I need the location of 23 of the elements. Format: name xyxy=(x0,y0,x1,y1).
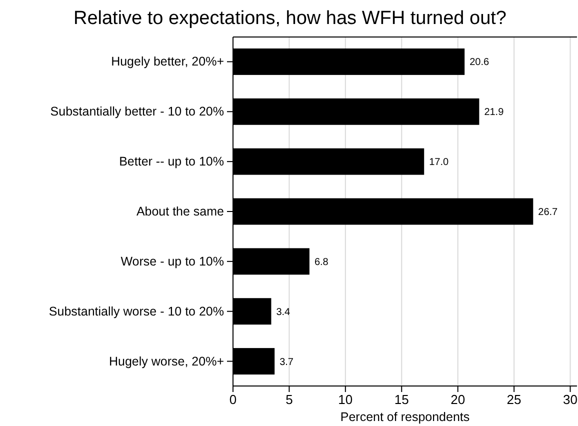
data-label: 26.7 xyxy=(538,207,558,218)
x-tick-label: 20 xyxy=(450,392,466,408)
x-axis-title: Percent of respondents xyxy=(340,410,470,424)
data-label: 17.0 xyxy=(429,157,450,168)
y-tick-label: Substantially worse - 10 to 20% xyxy=(48,304,224,318)
data-label: 6.8 xyxy=(314,256,329,268)
x-tick-label: 10 xyxy=(338,392,353,408)
x-tick-label: 0 xyxy=(229,392,237,408)
data-label: 21.9 xyxy=(484,107,504,118)
y-tick-label: Substantially better - 10 to 20% xyxy=(50,104,224,119)
y-tick-label: Worse - up to 10% xyxy=(120,254,224,268)
y-tick-label: Better -- up to 10% xyxy=(119,154,224,169)
data-label: 20.6 xyxy=(470,57,490,68)
y-tick-label: Hugely worse, 20%+ xyxy=(109,354,224,368)
x-tick-label: 5 xyxy=(286,392,293,408)
chart-title: Relative to expectations, how has WFH turned out? xyxy=(73,8,507,29)
data-label: 3.4 xyxy=(276,306,291,318)
x-tick-label: 25 xyxy=(506,392,522,408)
x-tick-label: 30 xyxy=(563,392,578,408)
y-tick-label: About the same xyxy=(136,204,224,218)
data-label: 3.7 xyxy=(280,356,294,368)
x-tick-label: 15 xyxy=(394,392,409,408)
y-tick-label: Hugely better, 20%+ xyxy=(111,54,224,69)
